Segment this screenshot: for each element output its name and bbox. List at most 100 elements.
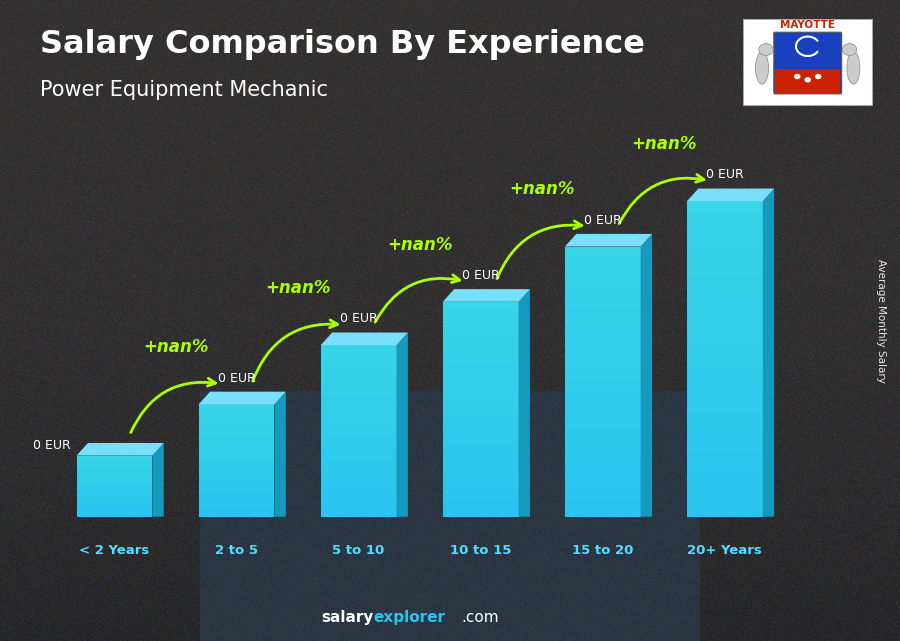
Bar (443, 495, 518, 503)
Bar (76, 511, 152, 513)
Bar (199, 438, 274, 442)
Bar (443, 417, 518, 424)
Bar (199, 427, 274, 431)
Bar (443, 338, 518, 345)
Bar (320, 465, 397, 471)
Text: 0 EUR: 0 EUR (339, 312, 377, 326)
Bar (320, 431, 397, 437)
Text: +nan%: +nan% (265, 279, 330, 297)
Text: 0 EUR: 0 EUR (584, 214, 622, 227)
FancyArrowPatch shape (130, 378, 216, 433)
Bar (443, 388, 518, 395)
Bar (76, 480, 152, 482)
Bar (687, 390, 763, 401)
Polygon shape (763, 188, 774, 517)
Bar (565, 319, 641, 328)
Bar (320, 448, 397, 454)
Bar (443, 474, 518, 481)
Bar (76, 513, 152, 515)
Polygon shape (199, 392, 286, 404)
Bar (199, 472, 274, 476)
Text: +nan%: +nan% (143, 338, 208, 356)
Bar (76, 492, 152, 494)
Bar (565, 292, 641, 301)
FancyArrowPatch shape (375, 275, 460, 322)
Bar (199, 476, 274, 479)
Text: +nan%: +nan% (631, 135, 697, 153)
Bar (443, 481, 518, 488)
Bar (565, 354, 641, 363)
Bar (76, 462, 152, 463)
Bar (687, 369, 763, 380)
Bar (443, 316, 518, 323)
Bar (687, 380, 763, 390)
Bar (565, 399, 641, 409)
Bar (443, 323, 518, 330)
Bar (443, 503, 518, 510)
Bar (565, 328, 641, 337)
Bar (443, 445, 518, 453)
Bar (775, 69, 841, 93)
Bar (76, 463, 152, 466)
Bar (76, 456, 152, 458)
Bar (320, 379, 397, 385)
Text: +nan%: +nan% (509, 180, 574, 199)
Bar (443, 424, 518, 431)
FancyArrowPatch shape (253, 320, 338, 381)
Polygon shape (152, 443, 164, 517)
Bar (443, 366, 518, 374)
Bar (320, 425, 397, 431)
Bar (320, 460, 397, 465)
Polygon shape (443, 289, 530, 302)
Bar (687, 495, 763, 506)
Bar (687, 212, 763, 222)
Bar (320, 391, 397, 397)
Bar (687, 349, 763, 359)
Bar (76, 501, 152, 503)
Bar (687, 412, 763, 422)
Bar (199, 453, 274, 457)
Bar (76, 476, 152, 478)
Bar (443, 374, 518, 381)
Bar (687, 464, 763, 475)
Bar (199, 506, 274, 509)
Bar (565, 283, 641, 292)
Bar (565, 436, 641, 445)
Bar (199, 494, 274, 498)
Polygon shape (320, 333, 408, 345)
Bar (687, 443, 763, 454)
Bar (76, 490, 152, 492)
Bar (443, 330, 518, 338)
Bar (320, 362, 397, 368)
Bar (687, 317, 763, 328)
Bar (320, 385, 397, 391)
Bar (320, 414, 397, 419)
Bar (199, 404, 274, 408)
Bar (443, 431, 518, 438)
Bar (76, 484, 152, 486)
Bar (320, 397, 397, 403)
Bar (76, 488, 152, 490)
Text: Power Equipment Mechanic: Power Equipment Mechanic (40, 80, 328, 100)
Text: < 2 Years: < 2 Years (79, 544, 149, 558)
Bar (687, 222, 763, 233)
Bar (443, 309, 518, 316)
Bar (443, 395, 518, 402)
Text: 0 EUR: 0 EUR (218, 372, 256, 385)
Bar (443, 510, 518, 517)
Bar (199, 423, 274, 427)
Bar (565, 490, 641, 499)
Bar (565, 418, 641, 427)
Circle shape (842, 44, 857, 56)
Bar (443, 438, 518, 445)
Polygon shape (518, 289, 530, 517)
Bar (76, 496, 152, 499)
Bar (320, 494, 397, 499)
Ellipse shape (847, 52, 860, 84)
Bar (199, 502, 274, 506)
Bar (565, 274, 641, 283)
Text: 0 EUR: 0 EUR (32, 438, 70, 452)
Bar (320, 374, 397, 379)
Text: +nan%: +nan% (387, 236, 453, 254)
Bar (199, 431, 274, 435)
